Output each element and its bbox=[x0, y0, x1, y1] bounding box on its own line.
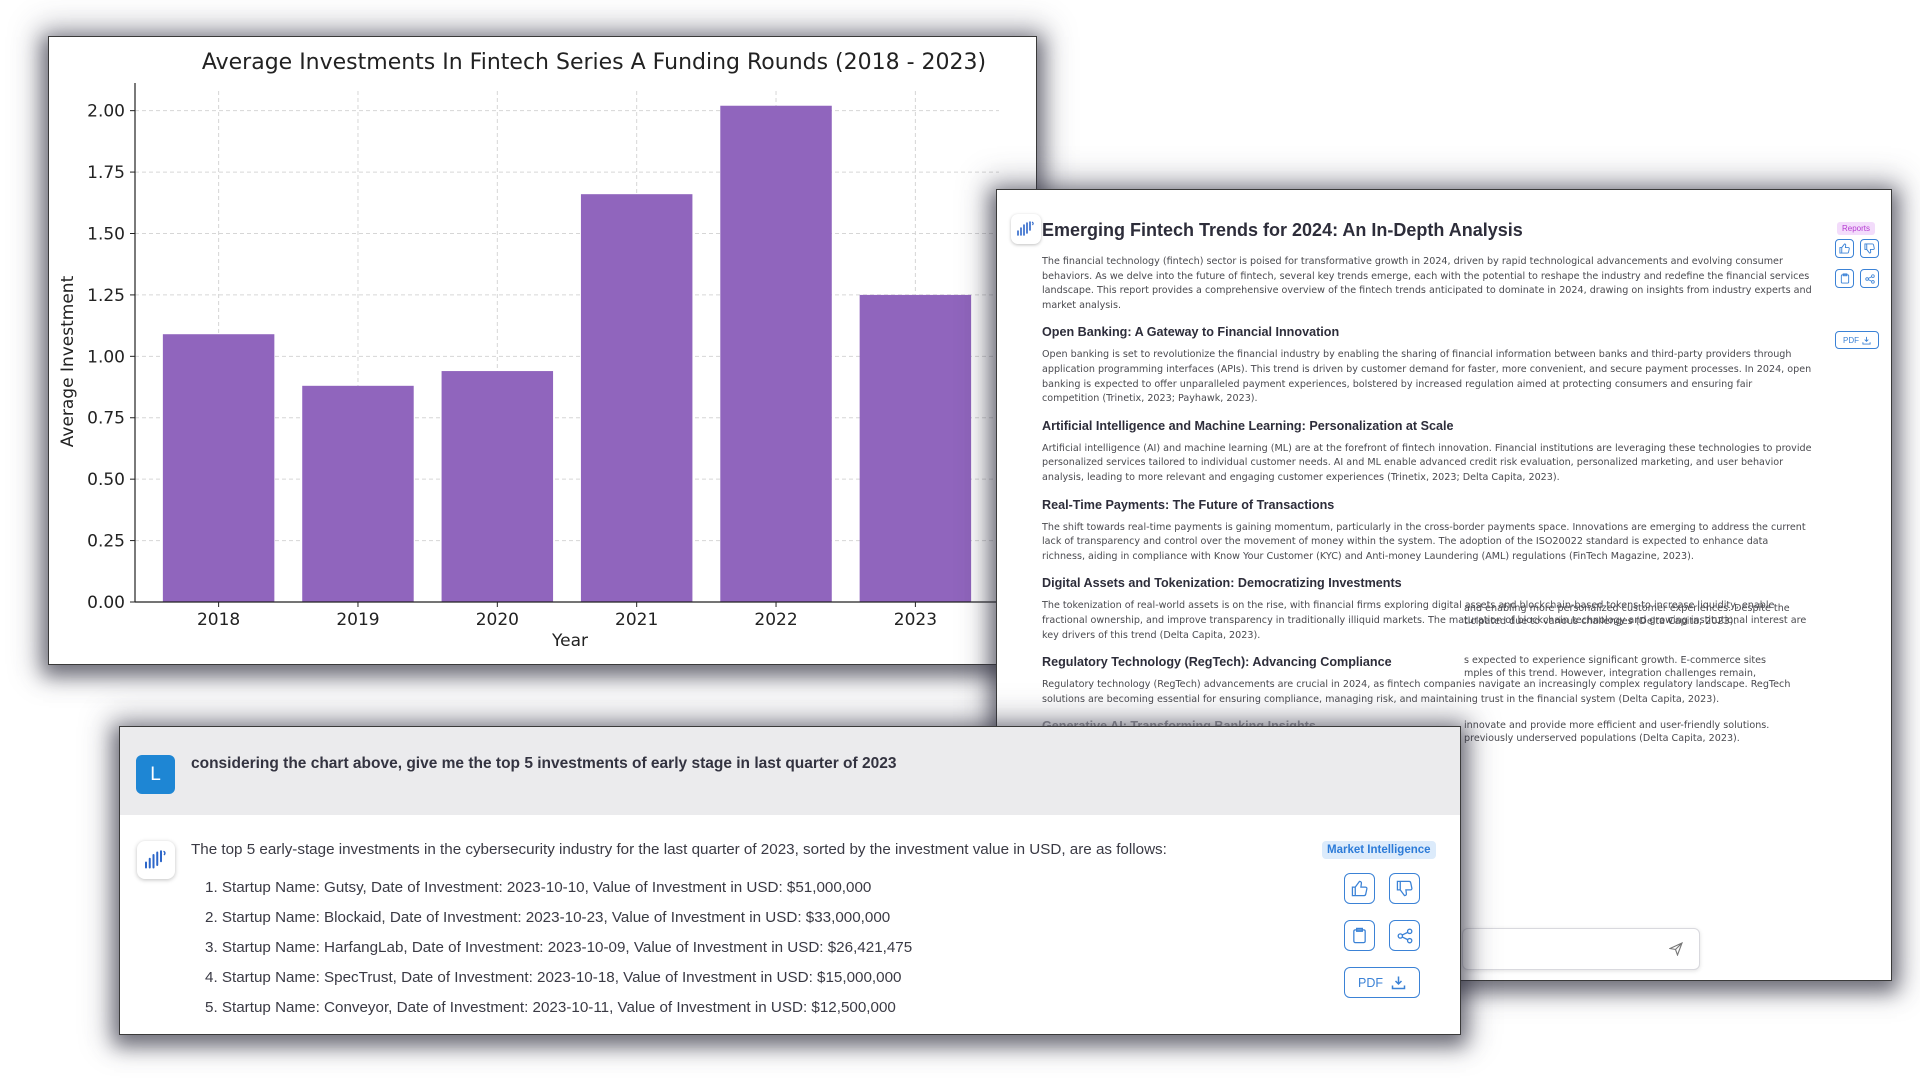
report-chat-input[interactable] bbox=[1462, 928, 1700, 970]
bar-chart: 0.00 0.25 0.50 0.75 1.00 1.25 1.50 1.75 2.00 2018… bbox=[58, 50, 999, 651]
chat-panel: L considering the chart above, give me t… bbox=[120, 727, 1460, 1034]
bar-2018 bbox=[162, 334, 275, 602]
y-tick-label: 2.00 bbox=[87, 102, 125, 122]
report-partial-line: innovate and provide more efficient and … bbox=[1464, 720, 1770, 731]
y-tick-label: 1.00 bbox=[87, 347, 125, 367]
list-item: 5. Startup Name: Conveyor, Date of Inves… bbox=[205, 999, 896, 1016]
list-item: 3. Startup Name: HarfangLab, Date of Inv… bbox=[205, 939, 913, 956]
share-icon bbox=[1864, 273, 1875, 284]
y-tick-label: 1.75 bbox=[87, 163, 125, 183]
share-button[interactable] bbox=[1389, 920, 1420, 951]
user-message: considering the chart above, give me the… bbox=[191, 755, 897, 772]
clipboard-icon bbox=[1840, 273, 1849, 284]
report-actions: Reports PDF bbox=[1835, 218, 1881, 349]
report-section-text: The tokenization of real-world assets is… bbox=[1042, 600, 1807, 641]
x-tick-label: 2021 bbox=[615, 610, 658, 630]
pdf-label: PDF bbox=[1358, 975, 1383, 990]
pdf-label: PDF bbox=[1843, 335, 1859, 345]
chart-title: Average Investments In Fintech Series A … bbox=[202, 50, 986, 75]
assistant-intro: The top 5 early-stage investments in the… bbox=[191, 841, 1167, 858]
y-tick-label: 0.25 bbox=[87, 532, 125, 552]
send-icon[interactable] bbox=[1669, 942, 1683, 956]
user-message-row: L considering the chart above, give me t… bbox=[120, 727, 1460, 815]
report-partial-line: ticipated due to various challenges (Del… bbox=[1464, 616, 1737, 627]
x-tick-label: 2018 bbox=[197, 610, 240, 630]
list-item: 2. Startup Name: Blockaid, Date of Inves… bbox=[205, 909, 891, 926]
y-tick-label: 0.50 bbox=[87, 470, 125, 490]
pdf-download-button[interactable]: PDF bbox=[1835, 331, 1879, 349]
bar-2023 bbox=[859, 294, 972, 602]
thumbs-up-icon bbox=[1839, 243, 1850, 254]
bar-2019 bbox=[302, 385, 414, 602]
report-section-text: The shift towards real-time payments is … bbox=[1042, 521, 1806, 562]
report-section-text: Artificial intelligence (AI) and machine… bbox=[1042, 442, 1812, 483]
y-axis-label: Average Investment bbox=[58, 275, 78, 447]
thumbs-up-button[interactable] bbox=[1344, 873, 1375, 904]
report-section-text: Regulatory technology (RegTech) advancem… bbox=[1042, 679, 1791, 705]
download-icon bbox=[1862, 336, 1871, 345]
y-tick-label: 0.75 bbox=[87, 409, 125, 429]
investment-list: 1. Startup Name: Gutsy, Date of Investme… bbox=[205, 873, 912, 1023]
assistant-logo-icon bbox=[137, 841, 175, 879]
report-section-heading: Digital Assets and Tokenization: Democra… bbox=[1042, 576, 1402, 591]
copy-button[interactable] bbox=[1835, 269, 1854, 288]
report-partial-line: mples of this trend. However, integratio… bbox=[1464, 668, 1757, 679]
thumbs-down-button[interactable] bbox=[1860, 239, 1879, 258]
user-avatar: L bbox=[136, 755, 175, 794]
thumbs-down-icon bbox=[1396, 880, 1413, 897]
thumbs-up-button[interactable] bbox=[1835, 239, 1854, 258]
report-partial-line: and enabling more personalized customer … bbox=[1464, 603, 1790, 614]
bar-2022 bbox=[720, 105, 832, 602]
bar-2021 bbox=[580, 194, 693, 603]
report-section-heading: Artificial Intelligence and Machine Lear… bbox=[1042, 418, 1454, 433]
assistant-logo-icon bbox=[1011, 214, 1041, 244]
report-partial-line: previously underserved populations (Delt… bbox=[1464, 733, 1740, 744]
x-tick-label: 2020 bbox=[476, 610, 519, 630]
report-partial-line: s expected to experience significant gro… bbox=[1464, 655, 1767, 666]
report-section-text: Open banking is set to revolutionize the… bbox=[1042, 349, 1812, 405]
copy-button[interactable] bbox=[1344, 920, 1375, 951]
report-intro: The financial technology (fintech) secto… bbox=[1042, 256, 1812, 311]
x-axis-label: Year bbox=[551, 631, 588, 651]
x-tick-label: 2019 bbox=[336, 610, 379, 630]
download-icon bbox=[1391, 976, 1406, 990]
thumbs-down-button[interactable] bbox=[1389, 873, 1420, 904]
thumbs-up-icon bbox=[1351, 880, 1368, 897]
chart-card: 0.00 0.25 0.50 0.75 1.00 1.25 1.50 1.75 2.00 2018… bbox=[49, 37, 1036, 664]
y-tick-label: 0.00 bbox=[87, 593, 125, 613]
report-section-heading: Open Banking: A Gateway to Financial Inn… bbox=[1042, 325, 1340, 340]
share-button[interactable] bbox=[1860, 269, 1879, 288]
report-section-heading: Regulatory Technology (RegTech): Advanci… bbox=[1042, 655, 1392, 670]
report-title: Emerging Fintech Trends for 2024: An In-… bbox=[1042, 220, 1523, 240]
reports-tag: Reports bbox=[1837, 222, 1876, 235]
list-item: 1. Startup Name: Gutsy, Date of Investme… bbox=[205, 879, 872, 896]
x-tick-label: 2023 bbox=[894, 610, 937, 630]
bar-2020 bbox=[441, 371, 554, 602]
x-tick-label: 2022 bbox=[754, 610, 797, 630]
share-icon bbox=[1397, 928, 1412, 943]
report-section-heading: Real-Time Payments: The Future of Transa… bbox=[1042, 497, 1335, 512]
list-item: 4. Startup Name: SpecTrust, Date of Inve… bbox=[205, 969, 902, 986]
market-intelligence-tag: Market Intelligence bbox=[1322, 841, 1436, 859]
y-tick-label: 1.50 bbox=[87, 224, 125, 244]
clipboard-icon bbox=[1353, 927, 1366, 944]
y-tick-label: 1.25 bbox=[87, 286, 125, 306]
thumbs-down-icon bbox=[1864, 243, 1875, 254]
pdf-download-button[interactable]: PDF bbox=[1344, 967, 1420, 998]
